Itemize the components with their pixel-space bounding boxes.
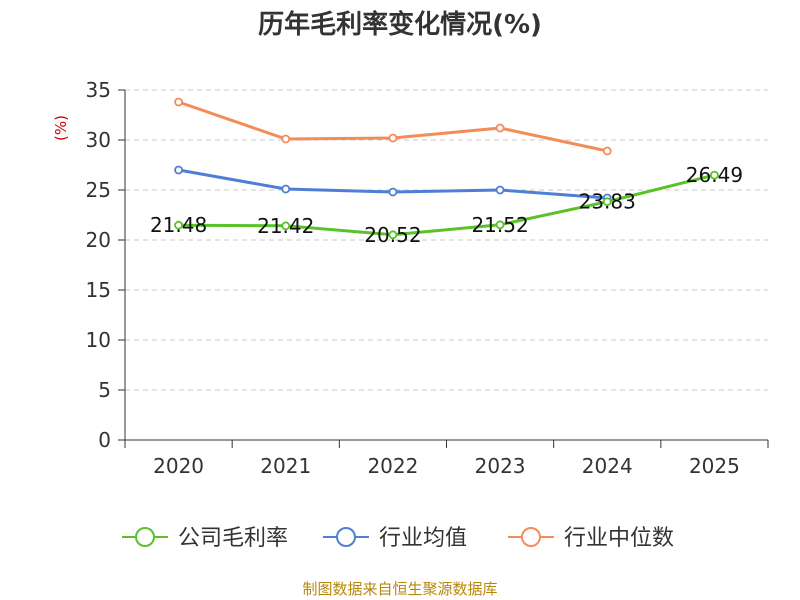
- data-label-2023: 21.52: [471, 213, 528, 237]
- series-0-point-2024[interactable]: [602, 197, 612, 207]
- y-tick-label-30: 30: [86, 128, 111, 152]
- data-label-2025: 26.49: [686, 163, 743, 187]
- y-tick-label-5: 5: [98, 378, 111, 402]
- legend-label-2: 行业中位数: [564, 526, 674, 551]
- data-label-2021: 21.42: [257, 214, 314, 238]
- series-2-point-2023[interactable]: [495, 123, 505, 133]
- series-0: [174, 170, 719, 240]
- y-tick-label-35: 35: [86, 78, 111, 102]
- x-tick-label-2022: 2022: [367, 454, 418, 478]
- y-tick-label-0: 0: [98, 428, 111, 452]
- series-lines: [174, 97, 719, 240]
- series-line-0: [178, 173, 715, 237]
- y-tick-label-10: 10: [86, 328, 111, 352]
- source-note: 制图数据来自恒生聚源数据库: [302, 580, 497, 598]
- x-tick-label-2023: 2023: [475, 454, 526, 478]
- legend-swatch-marker-0: [135, 527, 155, 547]
- x-tick-label-2021: 2021: [260, 454, 311, 478]
- legend-label-1: 行业均值: [379, 526, 467, 551]
- data-label-2024: 23.83: [579, 190, 636, 214]
- series-1-point-2021[interactable]: [281, 184, 291, 194]
- x-tick-label-2024: 2024: [582, 454, 633, 478]
- data-label-2020: 21.48: [150, 213, 207, 237]
- legend[interactable]: 公司毛利率 行业均值 行业中位数: [122, 526, 674, 551]
- chart-title: 历年毛利率变化情况(%): [258, 9, 542, 40]
- y-tick-label-25: 25: [86, 178, 111, 202]
- series-2-point-2020[interactable]: [174, 97, 183, 107]
- series-2-point-2022[interactable]: [388, 133, 398, 143]
- series-2-point-2021[interactable]: [281, 134, 291, 144]
- legend-item-2[interactable]: 行业中位数: [508, 526, 674, 551]
- y-axis-unit-label: (%): [52, 115, 70, 141]
- series-1: [174, 165, 612, 203]
- legend-swatch-marker-1: [336, 527, 356, 547]
- series-1-point-2023[interactable]: [495, 185, 505, 195]
- legend-swatch-marker-2: [521, 527, 541, 547]
- series-0-point-2020[interactable]: [174, 220, 183, 230]
- series-1-point-2020[interactable]: [174, 165, 183, 175]
- series-2: [174, 97, 612, 156]
- series-0-point-2022[interactable]: [388, 230, 398, 240]
- x-tick-label-2025: 2025: [689, 454, 740, 478]
- data-labels: 21.48 21.42 20.52 21.52 23.83 26.49: [150, 163, 743, 247]
- series-0-point-2025[interactable]: [710, 170, 719, 180]
- y-tick-label-15: 15: [86, 278, 111, 302]
- legend-item-1[interactable]: 行业均值: [323, 526, 467, 551]
- series-0-point-2023[interactable]: [495, 220, 505, 230]
- legend-label-0: 公司毛利率: [178, 526, 288, 551]
- y-tick-label-20: 20: [86, 228, 111, 252]
- legend-item-0[interactable]: 公司毛利率: [122, 526, 288, 551]
- series-0-point-2021[interactable]: [281, 221, 291, 231]
- series-1-point-2022[interactable]: [388, 187, 398, 197]
- grid-lines: [125, 89, 768, 391]
- data-label-2022: 20.52: [364, 223, 421, 247]
- series-2-point-2024[interactable]: [602, 146, 612, 156]
- x-tick-label-2020: 2020: [153, 454, 204, 478]
- series-line-2: [178, 100, 608, 153]
